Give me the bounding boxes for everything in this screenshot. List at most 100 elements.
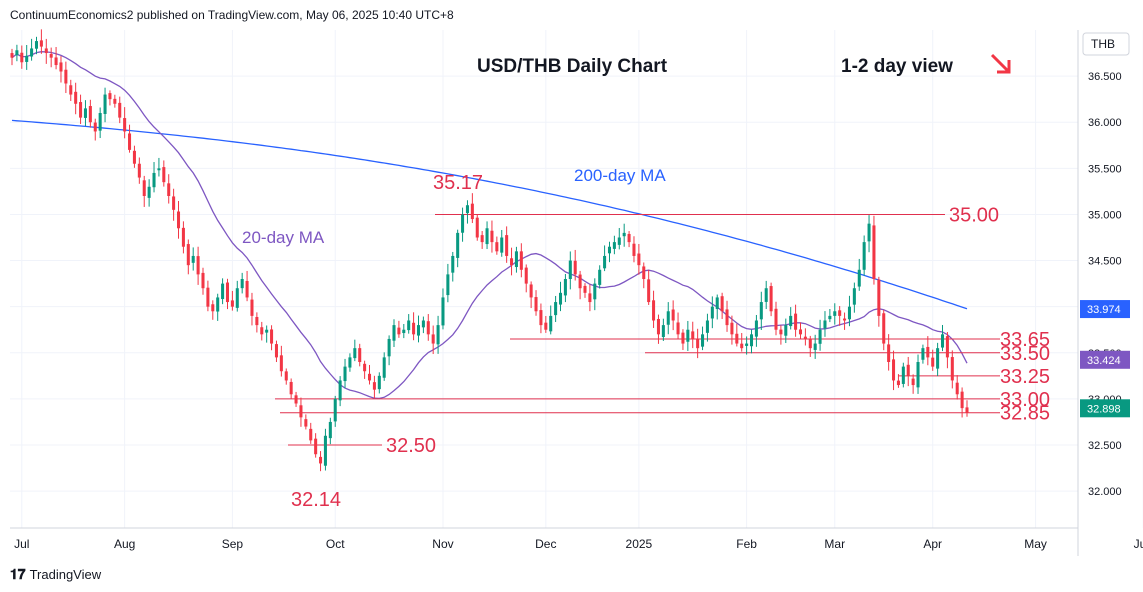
candle-body bbox=[358, 348, 362, 362]
price-tag bbox=[1080, 350, 1130, 369]
ma200-line bbox=[11, 119, 968, 310]
candle-body bbox=[162, 167, 166, 183]
ma200-label: 200-day MA bbox=[574, 166, 666, 185]
candle-body bbox=[887, 344, 891, 362]
candle-body bbox=[196, 256, 200, 275]
candle-body bbox=[490, 230, 494, 243]
candle-body bbox=[862, 242, 866, 270]
candle-body bbox=[230, 300, 234, 307]
candle-body bbox=[892, 359, 896, 381]
candle-body bbox=[221, 283, 225, 300]
candle-body bbox=[475, 217, 479, 238]
candle-body bbox=[637, 253, 641, 266]
candle-body bbox=[710, 306, 714, 319]
candle-body bbox=[79, 102, 83, 118]
candle-body bbox=[181, 227, 185, 247]
symbol-tag bbox=[1082, 32, 1130, 56]
price-tag bbox=[1080, 300, 1130, 319]
candle-body bbox=[779, 329, 783, 335]
candle-body bbox=[906, 364, 910, 376]
candle-body bbox=[250, 299, 254, 316]
candle-body bbox=[823, 320, 827, 329]
candle-body bbox=[387, 338, 391, 357]
candle-body bbox=[309, 428, 313, 441]
y-tick-label: 36.500 bbox=[1088, 71, 1122, 83]
candle-body bbox=[901, 366, 905, 384]
candle-body bbox=[299, 405, 303, 418]
candle-body bbox=[798, 329, 803, 335]
candle-body bbox=[461, 214, 465, 233]
candle-body bbox=[240, 279, 244, 289]
view-label: 1-2 day view bbox=[841, 56, 953, 77]
candles-layer bbox=[10, 29, 969, 472]
candle-body bbox=[34, 41, 39, 49]
candle-body bbox=[284, 371, 288, 381]
candle-body bbox=[83, 108, 87, 118]
candle-body bbox=[480, 235, 484, 243]
x-axis: Jul Aug Sep Oct Nov Dec 2025 Feb Mar Apr May Jun bbox=[10, 527, 1143, 551]
candle-body bbox=[147, 186, 151, 198]
y-tick-label: 36.000 bbox=[1088, 117, 1122, 129]
candle-body bbox=[451, 255, 455, 273]
candle-body bbox=[412, 322, 416, 335]
candle-body bbox=[407, 320, 411, 331]
price-tag bbox=[1080, 399, 1130, 418]
levels-layer bbox=[275, 213, 1000, 446]
candle-body bbox=[691, 331, 695, 339]
candle-body bbox=[789, 315, 793, 327]
candle-body bbox=[652, 300, 656, 321]
candle-body bbox=[314, 438, 318, 455]
y-tick-label: 34.500 bbox=[1088, 256, 1122, 268]
candle-body bbox=[681, 332, 685, 344]
x-tick-label: 2025 bbox=[626, 537, 653, 551]
x-tick-label: Feb bbox=[736, 537, 757, 551]
ma20-layer bbox=[11, 51, 968, 400]
candle-body bbox=[274, 344, 278, 358]
candle-body bbox=[294, 395, 298, 404]
candle-body bbox=[730, 322, 734, 335]
candle-body bbox=[382, 357, 386, 378]
candle-body bbox=[671, 309, 675, 321]
candle-body bbox=[456, 232, 460, 258]
candle-body bbox=[838, 310, 842, 316]
candle-body bbox=[69, 85, 73, 95]
footer: 𝟏𝟕 TradingView bbox=[10, 566, 101, 583]
y-tick-label: 35.000 bbox=[1088, 209, 1122, 221]
candle-body bbox=[260, 327, 264, 335]
candle-body bbox=[960, 391, 964, 409]
candle-body bbox=[167, 183, 171, 196]
candle-body bbox=[588, 293, 592, 303]
candle-body bbox=[30, 48, 34, 57]
x-tick-label: Jun bbox=[1134, 537, 1143, 551]
candle-body bbox=[916, 362, 920, 388]
candle-body bbox=[647, 279, 651, 303]
level-label: 33.50 bbox=[1000, 343, 1050, 365]
candle-body bbox=[612, 242, 616, 249]
candle-body bbox=[926, 346, 930, 358]
ma200-layer bbox=[11, 119, 968, 310]
candle-body bbox=[103, 94, 107, 114]
candle-body bbox=[705, 320, 709, 333]
candle-body bbox=[598, 269, 602, 285]
candle-body bbox=[872, 225, 876, 279]
candle-body bbox=[152, 172, 156, 188]
candle-body bbox=[554, 302, 558, 316]
candle-body bbox=[255, 316, 259, 326]
candle-body bbox=[578, 274, 582, 289]
candle-body bbox=[539, 310, 543, 326]
candle-body bbox=[617, 237, 621, 245]
candle-body bbox=[289, 381, 293, 395]
candle-body bbox=[715, 297, 719, 309]
candle-body bbox=[794, 313, 798, 330]
candle-body bbox=[500, 237, 504, 253]
candle-body bbox=[470, 203, 474, 220]
candle-body bbox=[186, 244, 190, 266]
candle-body bbox=[10, 53, 14, 58]
footer-brand[interactable]: TradingView bbox=[29, 567, 102, 582]
candle-body bbox=[843, 318, 847, 321]
candle-body bbox=[436, 325, 440, 345]
candle-body bbox=[123, 118, 127, 132]
candle-body bbox=[93, 122, 97, 132]
